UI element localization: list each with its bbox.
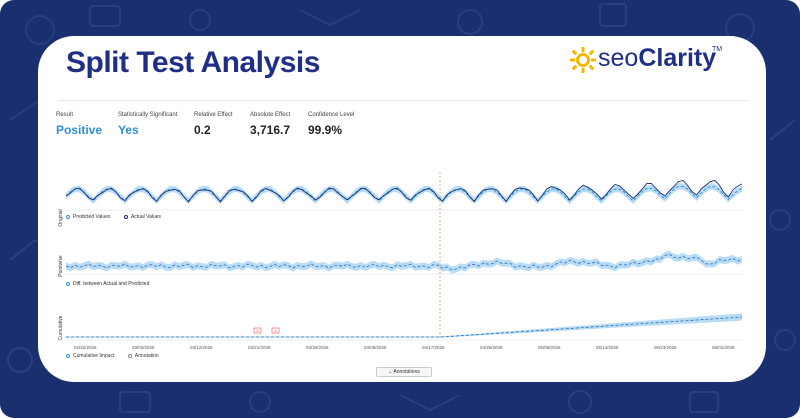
metric-value: Yes: [118, 123, 139, 137]
x-tick-label: 06/01/2026: [712, 345, 735, 350]
logo-trademark: TM: [712, 46, 723, 53]
x-tick-label: 03/12/2026: [190, 345, 213, 350]
x-tick-label: 03/30/2026: [306, 345, 329, 350]
main-card: Split Test Analysis seoClarity TM: [38, 36, 766, 382]
metric-label: Relative Effect: [194, 112, 233, 118]
sun-gear-icon: [570, 47, 596, 73]
original-legend: Predicted Values Actual Values: [66, 214, 173, 220]
x-tick-label: 05/23/2026: [654, 345, 677, 350]
legend-dot-icon: [127, 353, 132, 358]
x-tick-label: 04/17/2026: [422, 345, 445, 350]
x-tick-label: 03/03/2026: [132, 345, 155, 350]
x-tick-label: 05/14/2026: [596, 345, 619, 350]
legend-annotation[interactable]: Annotation: [127, 353, 159, 359]
original-confidence-band: [66, 183, 742, 204]
x-tick-label: 04/08/2026: [364, 345, 387, 350]
metric-confidence: Confidence Level 99.9%: [308, 112, 354, 137]
svg-text:A: A: [274, 329, 277, 333]
panel-label-pointwise: Pointwise: [58, 255, 64, 277]
metric-relative-effect: Relative Effect 0.2: [194, 112, 233, 137]
metric-significance: Statistically Significant Yes: [118, 112, 177, 137]
metric-value: 99.9%: [308, 123, 343, 137]
legend-dot-icon: [66, 353, 70, 358]
original-actual-line: [65, 179, 743, 203]
annotation-marker[interactable]: A: [253, 327, 262, 334]
x-axis-ticks: 02/22/2026 03/03/2026 03/12/2026 03/21/2026…: [74, 345, 735, 350]
seoclarity-logo: seoClarity TM: [570, 44, 723, 80]
x-tick-label: 05/05/2026: [538, 345, 561, 350]
annotation-marker[interactable]: A: [271, 327, 280, 334]
panel-label-original: Original: [58, 209, 64, 226]
split-test-charts: Original Pointwise Cumulative A: [58, 172, 743, 350]
cumulative-confidence-band: [66, 313, 742, 338]
logo-wordmark: seoClarity: [598, 44, 717, 72]
x-tick-label: 04/26/2026: [480, 345, 503, 350]
metric-value: Positive: [56, 123, 103, 137]
pointwise-confidence-band: [66, 250, 742, 274]
legend-dot-icon: [66, 281, 70, 286]
legend-cumulative[interactable]: Cumulative Impact: [66, 353, 114, 359]
metrics-row: Result Positive Statistically Significan…: [56, 112, 456, 146]
metric-result: Result Positive: [56, 112, 102, 137]
metric-label: Absolute Effect: [250, 112, 291, 118]
pointwise-legend: Diff. between Actual and Predicted: [66, 281, 161, 287]
x-tick-label: 03/21/2026: [248, 345, 271, 350]
page-title: Split Test Analysis: [66, 46, 320, 79]
cumulative-legend: Cumulative Impact Annotation: [66, 353, 171, 359]
metric-value: 0.2: [194, 123, 211, 137]
legend-dot-icon: [66, 214, 70, 219]
header-divider: [58, 100, 748, 101]
legend-dot-icon: [123, 214, 128, 219]
legend-predicted[interactable]: Predicted Values: [66, 214, 110, 220]
x-tick-label: 02/22/2026: [74, 345, 97, 350]
svg-text:A: A: [256, 329, 259, 333]
cumulative-impact-line: [66, 316, 743, 338]
legend-actual[interactable]: Actual Values: [123, 214, 161, 220]
metric-label: Result: [56, 112, 74, 118]
metric-label: Confidence Level: [308, 112, 355, 118]
pointwise-diff-line: [65, 253, 743, 271]
metric-label: Statistically Significant: [118, 112, 178, 118]
metric-value: 3,716.7: [250, 123, 291, 137]
panel-label-cumulative: Cumulative: [58, 315, 64, 340]
metric-absolute-effect: Absolute Effect 3,716.7: [250, 112, 290, 137]
legend-diff[interactable]: Diff. between Actual and Predicted: [66, 281, 149, 287]
annotations-toggle-button[interactable]: ⌄ Annotations: [376, 367, 432, 377]
